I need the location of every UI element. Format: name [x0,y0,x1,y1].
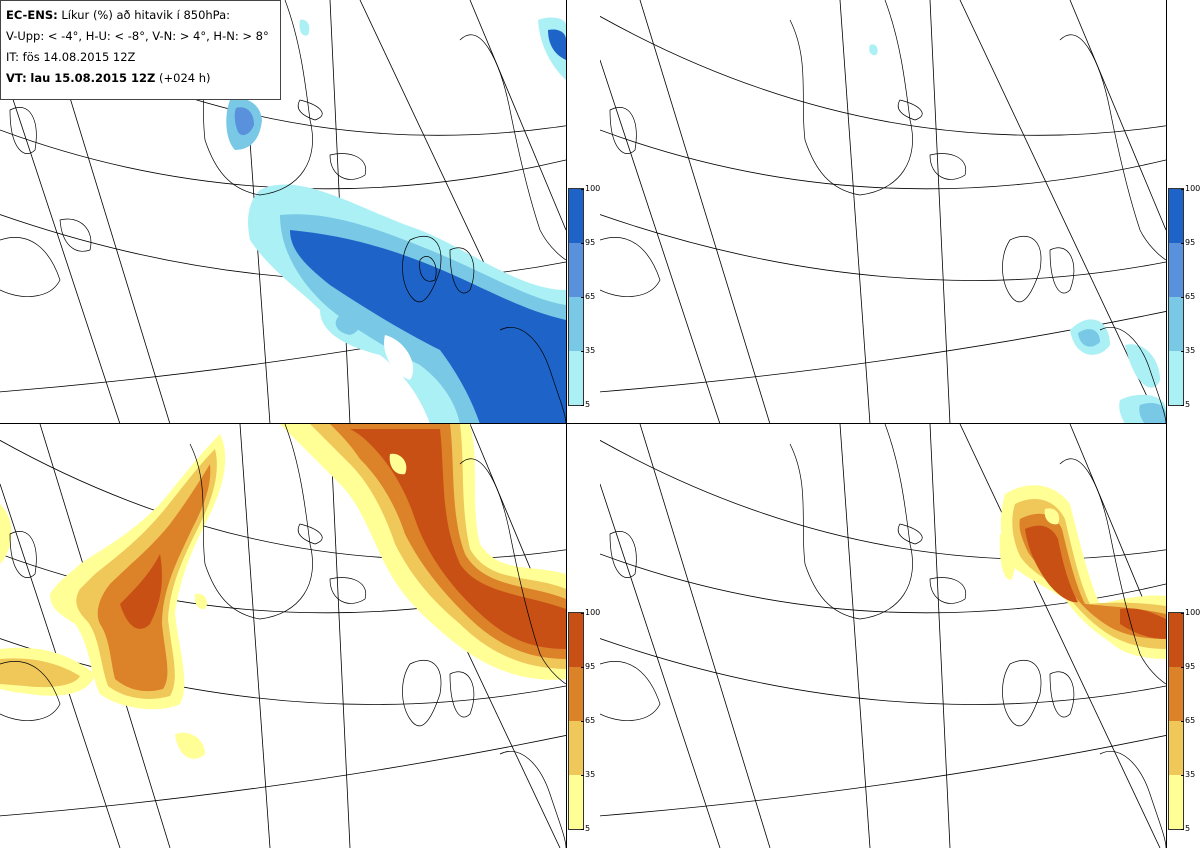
colorbar-tickmark [1181,351,1184,352]
lead-time: (+024 h) [159,71,211,85]
colorbar-segment [1169,243,1183,297]
warm-probability-field [0,424,566,759]
colorbar-tick-label: 95 [1185,662,1196,671]
colorbar-tickmark [1181,775,1184,776]
colorbar-tick-label: 95 [585,662,596,671]
graticule [600,424,1166,848]
colorbar-tickmark [581,613,584,614]
category-definitions: V-Upp: < -4°, H-U: < -8°, V-N: > 4°, H-N… [6,29,269,43]
colorbar-segment [569,667,583,721]
colorbar-tickmark [581,189,584,190]
graticule [600,0,1166,424]
colorbar-tickmark [581,721,584,722]
colorbar-tick-label: 65 [585,716,596,725]
map-panel-top-right [600,0,1166,424]
colorbar-tick-label: 5 [585,400,591,409]
colorbar-segment [1169,667,1183,721]
colorbar-tickmark [581,297,584,298]
colorbar-tickmark [581,775,584,776]
colorbar-tick-label: 95 [585,238,596,247]
map-panel-bottom-left [0,424,566,848]
colorbar-tickmark [581,243,584,244]
colorbar-tickmark [1181,297,1184,298]
map-panel-top-left [0,0,566,424]
colorbar-tick-label: 5 [1185,400,1191,409]
colorbar-tick-label: 35 [585,770,596,779]
colorbar-tick-label: 65 [1185,716,1196,725]
colorbar-tick-label: 35 [585,346,596,355]
cold-probability-field [869,44,1166,424]
map-panel-bottom-right [600,424,1166,848]
colorbar-tick-label: 35 [1185,770,1196,779]
map-canvas-top-right [600,0,1166,424]
panel-divider-vertical [566,0,567,848]
colorbar-warm-left: 100 95 65 35 5 [568,608,602,842]
model-name: EC-ENS: [6,8,58,22]
panel-divider-horizontal [0,423,1167,424]
coastlines [600,424,1166,848]
cold-probability-field [226,17,566,424]
colorbar-segment [569,613,583,667]
colorbar-scale [568,612,584,830]
warm-probability-field [999,485,1166,659]
colorbar-tick-label: 35 [1185,346,1196,355]
colorbar-tickmark [1181,829,1184,830]
colorbar-segment [569,351,583,405]
colorbar-segment [1169,775,1183,829]
title-line-1: EC-ENS: Líkur (%) að hitavik í 850hPa: [6,5,275,26]
colorbar-segment [1169,189,1183,243]
coastlines [600,0,1166,424]
colorbar-segment [569,297,583,351]
colorbar-tick-label: 5 [585,824,591,833]
colorbar-tick-label: 5 [1185,824,1191,833]
colorbar-tickmark [1181,189,1184,190]
map-canvas-bottom-right [600,424,1166,848]
title-line-valid: VT: lau 15.08.2015 12Z (+024 h) [6,68,275,89]
map-canvas-bottom-left [0,424,566,848]
colorbar-tick-label: 65 [585,292,596,301]
map-canvas-top-left [0,0,566,424]
colorbar-cold-left: 100 95 65 35 5 [568,184,602,418]
colorbar-tick-label: 100 [1185,184,1200,193]
valid-label: VT: [6,71,27,85]
colorbar-segment [1169,613,1183,667]
title-description: Líkur (%) að hitavik í 850hPa: [61,8,231,22]
title-box: EC-ENS: Líkur (%) að hitavik í 850hPa: V… [0,0,281,100]
colorbar-tick-label: 65 [1185,292,1196,301]
colorbar-tick-label: 100 [585,608,601,617]
valid-time: lau 15.08.2015 12Z [30,71,156,85]
colorbar-segment [569,721,583,775]
colorbar-segment [569,189,583,243]
colorbar-tickmark [1181,613,1184,614]
colorbar-tick-label: 100 [585,184,601,193]
colorbar-tickmark [581,351,584,352]
panel-divider-right [1166,0,1167,848]
colorbar-cold-right: 100 95 65 35 5 [1168,184,1200,418]
colorbar-segment [569,775,583,829]
colorbar-segment [1169,351,1183,405]
colorbar-segment [1169,721,1183,775]
colorbar-tickmark [1181,405,1184,406]
colorbar-scale [1168,612,1184,830]
colorbar-tick-label: 95 [1185,238,1196,247]
colorbar-segment [569,243,583,297]
colorbar-tickmark [1181,721,1184,722]
colorbar-scale [1168,188,1184,406]
colorbar-tickmark [581,667,584,668]
colorbar-tickmark [581,405,584,406]
colorbar-tick-label: 100 [1185,608,1200,617]
init-time: IT: fös 14.08.2015 12Z [6,50,136,64]
colorbar-tickmark [581,829,584,830]
colorbar-segment [1169,297,1183,351]
colorbar-warm-right: 100 95 65 35 5 [1168,608,1200,842]
colorbar-tickmark [1181,667,1184,668]
colorbar-tickmark [1181,243,1184,244]
